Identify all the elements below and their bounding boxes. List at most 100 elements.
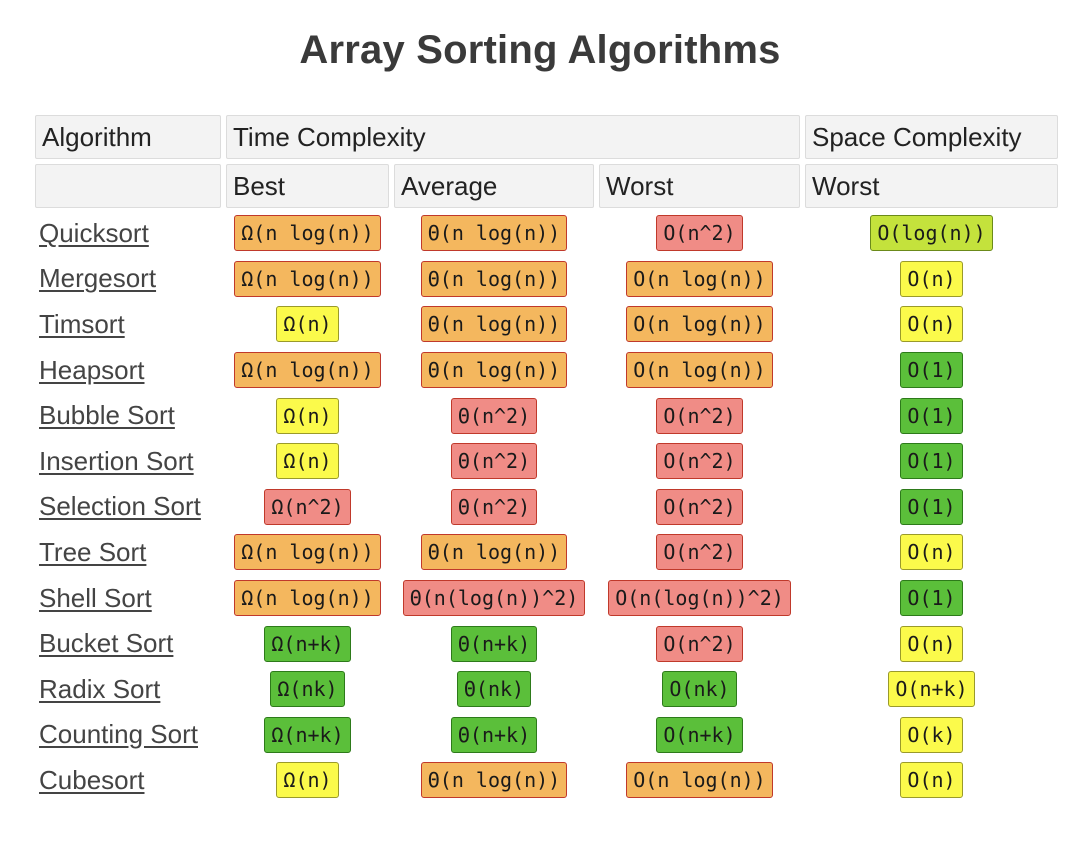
algorithm-link[interactable]: Bubble Sort xyxy=(39,400,175,431)
header-best: Best xyxy=(226,164,389,208)
worst-complexity-badge: O(nk) xyxy=(662,671,737,708)
average-cell: Θ(n log(n)) xyxy=(394,532,594,573)
algorithm-cell: Insertion Sort xyxy=(35,441,221,482)
space-complexity-badge: O(n) xyxy=(900,260,963,297)
average-complexity-badge: Θ(n+k) xyxy=(450,625,538,662)
worst-complexity-badge: O(n^2) xyxy=(656,215,743,252)
space-complexity-badge: O(n) xyxy=(900,762,963,799)
worst-complexity-badge: O(n^2) xyxy=(656,625,743,662)
space-cell: O(n+k) xyxy=(805,669,1058,710)
space-complexity-badge: O(1) xyxy=(900,352,963,389)
algorithm-cell: Counting Sort xyxy=(35,715,221,756)
average-complexity-badge: Θ(n log(n)) xyxy=(420,762,568,799)
space-complexity-badge: O(1) xyxy=(900,488,963,525)
algorithm-link[interactable]: Insertion Sort xyxy=(39,445,194,476)
worst-cell: O(n log(n)) xyxy=(599,259,800,300)
table-row: Counting Sort Ω(n+k) Θ(n+k) O(n+k) O(k) xyxy=(35,715,1058,756)
table-row: Quicksort Ω(n log(n)) Θ(n log(n)) O(n^2) O(l… xyxy=(35,213,1058,254)
algorithm-link[interactable]: Shell Sort xyxy=(39,582,152,613)
average-cell: Θ(n^2) xyxy=(394,441,594,482)
average-complexity-badge: Θ(n log(n)) xyxy=(420,534,568,571)
algorithm-link[interactable]: Mergesort xyxy=(39,263,157,294)
worst-complexity-badge: O(n log(n)) xyxy=(626,260,773,297)
table-row: Shell Sort Ω(n log(n)) Θ(n(log(n))^2) O(n(l… xyxy=(35,578,1058,619)
table-row: Selection Sort Ω(n^2) Θ(n^2) O(n^2) O(1) xyxy=(35,487,1058,528)
space-complexity-badge: O(n) xyxy=(900,534,963,571)
worst-complexity-badge: O(n^2) xyxy=(656,397,743,434)
space-complexity-badge: O(n) xyxy=(900,306,963,343)
worst-cell: O(n log(n)) xyxy=(599,760,800,801)
table-row: Heapsort Ω(n log(n)) Θ(n log(n)) O(n log(n)… xyxy=(35,350,1058,391)
space-cell: O(k) xyxy=(805,715,1058,756)
space-cell: O(1) xyxy=(805,441,1058,482)
algorithm-link[interactable]: Cubesort xyxy=(39,764,145,795)
header-algorithm: Algorithm xyxy=(35,115,221,159)
header-average: Average xyxy=(394,164,594,208)
header-row-2: Best Average Worst Worst xyxy=(35,164,1058,208)
average-complexity-badge: Θ(nk) xyxy=(456,671,532,708)
space-cell: O(n) xyxy=(805,304,1058,345)
algorithm-cell: Bubble Sort xyxy=(35,395,221,436)
table-row: Insertion Sort Ω(n) Θ(n^2) O(n^2) O(1) xyxy=(35,441,1058,482)
best-complexity-badge: Ω(nk) xyxy=(270,671,345,708)
algorithm-cell: Bucket Sort xyxy=(35,623,221,664)
table-row: Bucket Sort Ω(n+k) Θ(n+k) O(n^2) O(n) xyxy=(35,623,1058,664)
space-cell: O(n) xyxy=(805,623,1058,664)
best-complexity-badge: Ω(n+k) xyxy=(264,625,351,662)
best-complexity-badge: Ω(n+k) xyxy=(264,716,351,753)
space-cell: O(1) xyxy=(805,578,1058,619)
average-complexity-badge: Θ(n^2) xyxy=(450,488,538,525)
average-cell: Θ(n log(n)) xyxy=(394,304,594,345)
best-cell: Ω(n log(n)) xyxy=(226,532,389,573)
table-body: Quicksort Ω(n log(n)) Θ(n log(n)) O(n^2) O(l… xyxy=(35,213,1058,801)
worst-complexity-badge: O(n^2) xyxy=(656,443,743,480)
algorithm-cell: Selection Sort xyxy=(35,487,221,528)
average-complexity-badge: Θ(n+k) xyxy=(450,716,538,753)
average-cell: Θ(n+k) xyxy=(394,715,594,756)
space-cell: O(1) xyxy=(805,487,1058,528)
algorithm-cell: Shell Sort xyxy=(35,578,221,619)
best-cell: Ω(n+k) xyxy=(226,623,389,664)
average-cell: Θ(n(log(n))^2) xyxy=(394,578,594,619)
table-row: Tree Sort Ω(n log(n)) Θ(n log(n)) O(n^2) O(n… xyxy=(35,532,1058,573)
worst-cell: O(n+k) xyxy=(599,715,800,756)
space-complexity-badge: O(n+k) xyxy=(888,671,975,708)
worst-cell: O(n^2) xyxy=(599,441,800,482)
algorithm-link[interactable]: Selection Sort xyxy=(39,491,201,522)
best-cell: Ω(n log(n)) xyxy=(226,350,389,391)
worst-complexity-badge: O(n log(n)) xyxy=(626,352,773,389)
space-cell: O(n) xyxy=(805,760,1058,801)
best-complexity-badge: Ω(n log(n)) xyxy=(234,580,381,617)
table-row: Mergesort Ω(n log(n)) Θ(n log(n)) O(n log(n… xyxy=(35,259,1058,300)
average-cell: Θ(n log(n)) xyxy=(394,760,594,801)
space-cell: O(n) xyxy=(805,259,1058,300)
space-cell: O(n) xyxy=(805,532,1058,573)
average-cell: Θ(n^2) xyxy=(394,487,594,528)
best-complexity-badge: Ω(n) xyxy=(276,397,339,434)
best-complexity-badge: Ω(n^2) xyxy=(264,488,351,525)
worst-complexity-badge: O(n^2) xyxy=(656,488,743,525)
best-complexity-badge: Ω(n log(n)) xyxy=(234,534,381,571)
average-cell: Θ(nk) xyxy=(394,669,594,710)
algorithm-link[interactable]: Tree Sort xyxy=(39,536,147,567)
algorithm-link[interactable]: Quicksort xyxy=(39,217,149,248)
average-complexity-badge: Θ(n^2) xyxy=(450,397,538,434)
algorithm-link[interactable]: Counting Sort xyxy=(39,719,198,750)
average-complexity-badge: Θ(n log(n)) xyxy=(420,260,568,297)
algorithm-link[interactable]: Radix Sort xyxy=(39,673,161,704)
algorithm-link[interactable]: Bucket Sort xyxy=(39,628,174,659)
worst-cell: O(n^2) xyxy=(599,395,800,436)
best-cell: Ω(n log(n)) xyxy=(226,578,389,619)
algorithm-link[interactable]: Heapsort xyxy=(39,354,145,385)
algorithm-cell: Mergesort xyxy=(35,259,221,300)
algorithm-link[interactable]: Timsort xyxy=(39,308,125,339)
best-cell: Ω(n log(n)) xyxy=(226,213,389,254)
header-space-complexity: Space Complexity xyxy=(805,115,1058,159)
best-cell: Ω(n) xyxy=(226,304,389,345)
space-complexity-badge: O(log(n)) xyxy=(870,215,993,252)
worst-complexity-badge: O(n+k) xyxy=(656,716,743,753)
average-cell: Θ(n log(n)) xyxy=(394,350,594,391)
best-complexity-badge: Ω(n log(n)) xyxy=(234,260,381,297)
table-row: Cubesort Ω(n) Θ(n log(n)) O(n log(n)) O(n) xyxy=(35,760,1058,801)
worst-complexity-badge: O(n(log(n))^2) xyxy=(608,580,791,617)
